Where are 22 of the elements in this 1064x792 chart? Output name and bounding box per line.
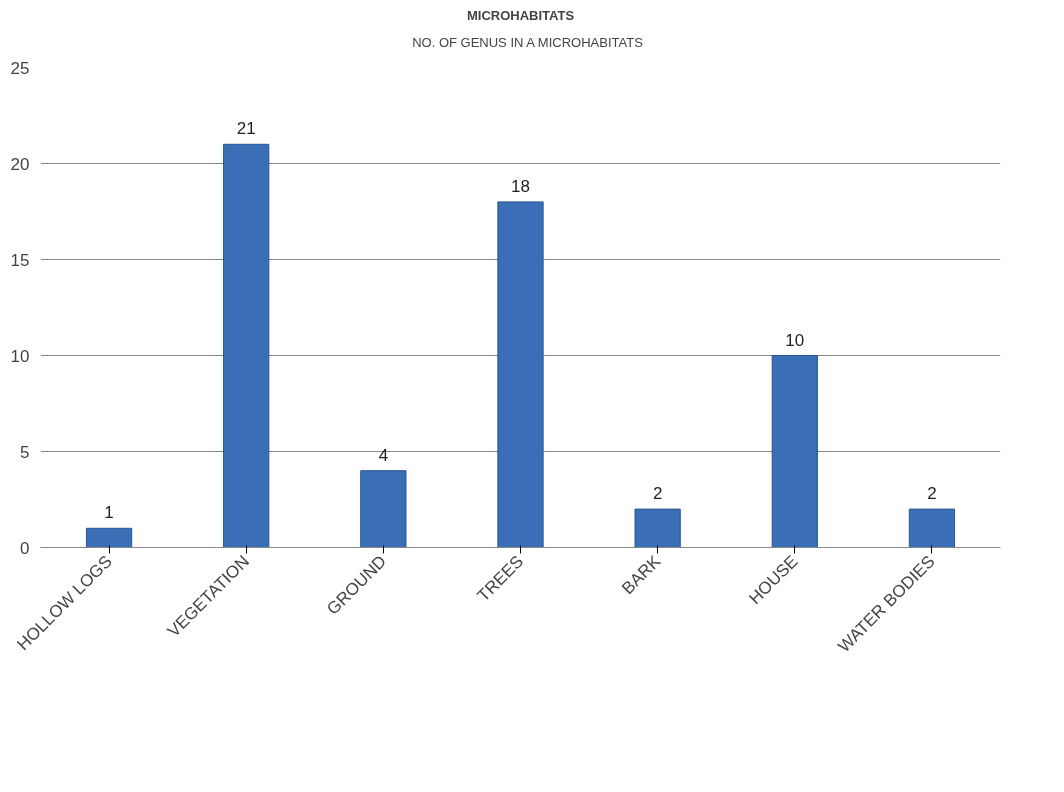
bar (360, 470, 407, 548)
bar (908, 508, 956, 548)
y-tick-label: 0 (20, 538, 30, 558)
y-tick-label: 25 (10, 58, 30, 78)
data-label: 10 (785, 330, 805, 350)
y-tick-label: 10 (10, 346, 30, 366)
data-label: 2 (652, 484, 663, 504)
bar (85, 527, 133, 548)
text: NO. OF GENUS IN A MICROHABITATS (412, 34, 643, 50)
chart-title: MICROHABITATS (466, 7, 575, 23)
data-label: 1 (104, 503, 114, 523)
data-label: 4 (378, 445, 389, 465)
data-label: 2 (927, 484, 937, 504)
bar (634, 508, 681, 548)
bar (223, 143, 270, 548)
bar (771, 355, 818, 548)
y-tick-label: 15 (10, 250, 30, 270)
data-label: 18 (511, 176, 530, 196)
data-label: 21 (236, 119, 256, 139)
y-tick-label: 5 (20, 442, 30, 462)
y-tick-label: 20 (10, 154, 30, 174)
bar (497, 201, 544, 548)
